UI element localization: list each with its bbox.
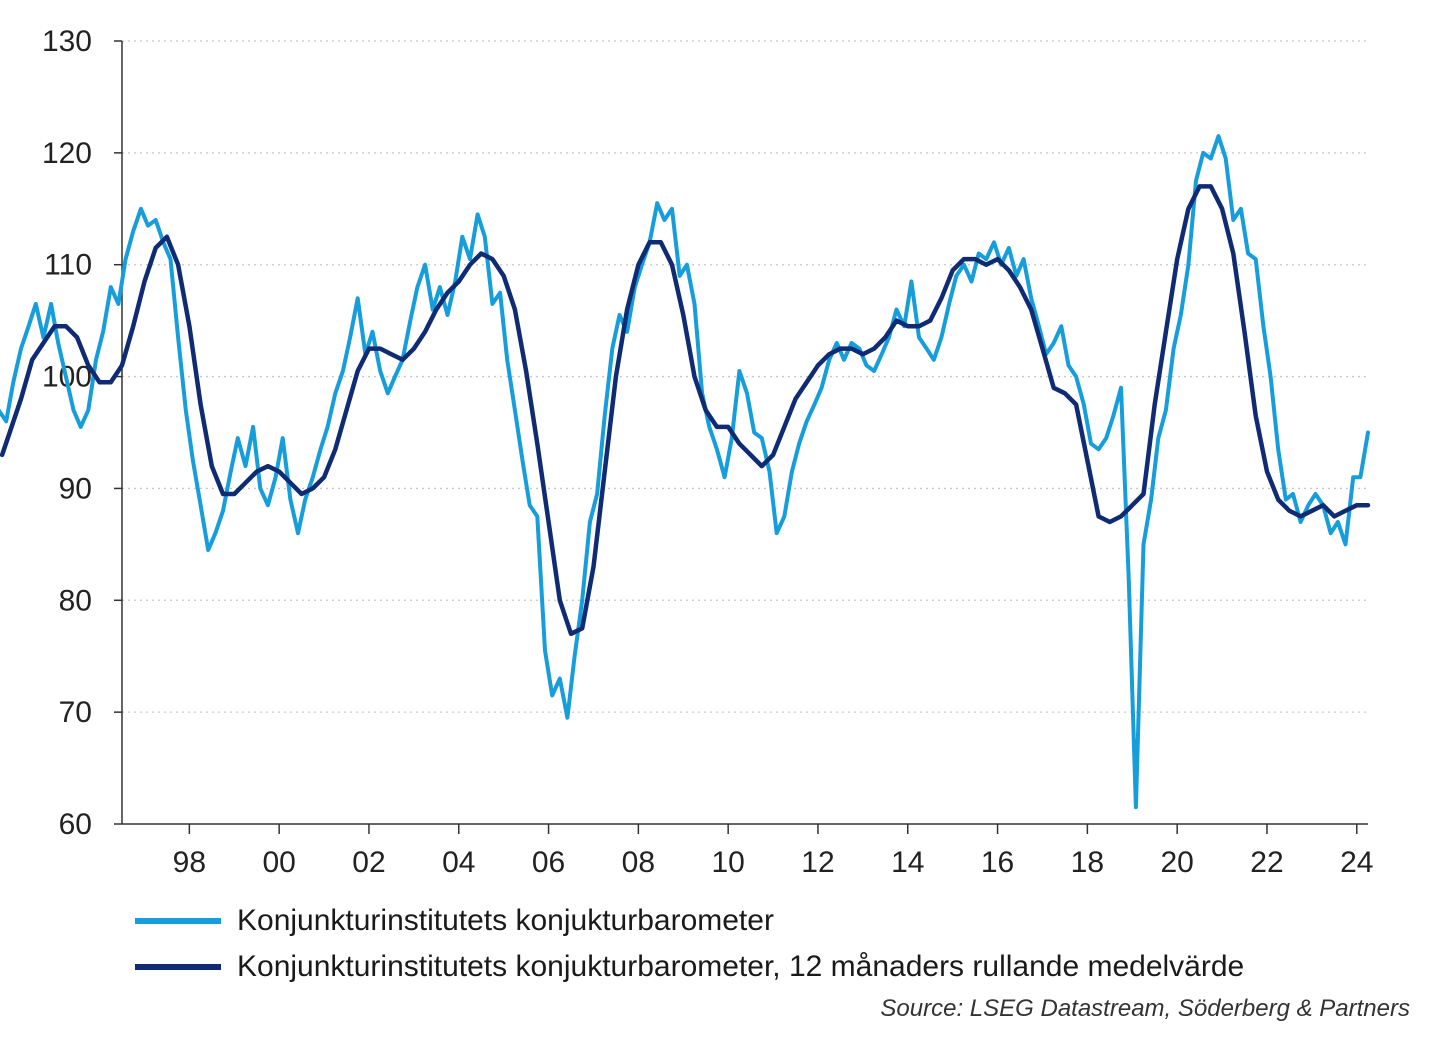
source-note: Source: LSEG Datastream, Söderberg & Par… [880,995,1410,1022]
x-tick-label: 10 [711,846,744,879]
legend-item-rolling-average: Konjunkturinstitutets konjukturbarometer… [135,944,1244,990]
x-tick-label: 00 [262,846,295,879]
legend-label-rolling-average: Konjunkturinstitutets konjukturbarometer… [237,950,1245,983]
x-tick-label: 20 [1160,846,1193,879]
y-tick-label: 110 [44,249,92,282]
legend-swatch-barometer [135,918,221,924]
y-tick-label: 130 [42,25,92,58]
x-tick-label: 22 [1250,846,1283,879]
series-line-rolling-average [0,184,1371,637]
x-tick-label: 18 [1071,846,1104,879]
legend-swatch-rolling-average [135,964,221,970]
series-line-barometer [0,134,1370,810]
y-tick-label: 70 [59,696,92,729]
x-tick-label: 06 [532,846,565,879]
x-tick-label: 16 [981,846,1014,879]
x-tick-label: 08 [622,846,655,879]
x-tick-label: 02 [352,846,385,879]
y-tick-label: 90 [59,472,92,505]
legend: Konjunkturinstitutets konjukturbarometer… [135,898,1244,990]
y-tick-label: 120 [42,137,92,170]
legend-label-barometer: Konjunkturinstitutets konjukturbarometer [237,904,774,937]
x-tick-label: 04 [442,846,475,879]
legend-item-barometer: Konjunkturinstitutets konjukturbarometer [135,898,1244,944]
y-tick-label: 60 [59,808,92,841]
x-tick-label: 24 [1340,846,1373,879]
x-axis: 98 00 02 04 06 08 10 12 14 16 18 20 22 24 [122,823,1373,879]
grid-lines [122,40,1368,713]
x-tick-label: 98 [173,846,206,879]
series-lines [0,134,1371,810]
x-tick-label: 12 [801,846,834,879]
y-tick-label: 80 [59,584,92,617]
x-tick-label: 14 [891,846,924,879]
